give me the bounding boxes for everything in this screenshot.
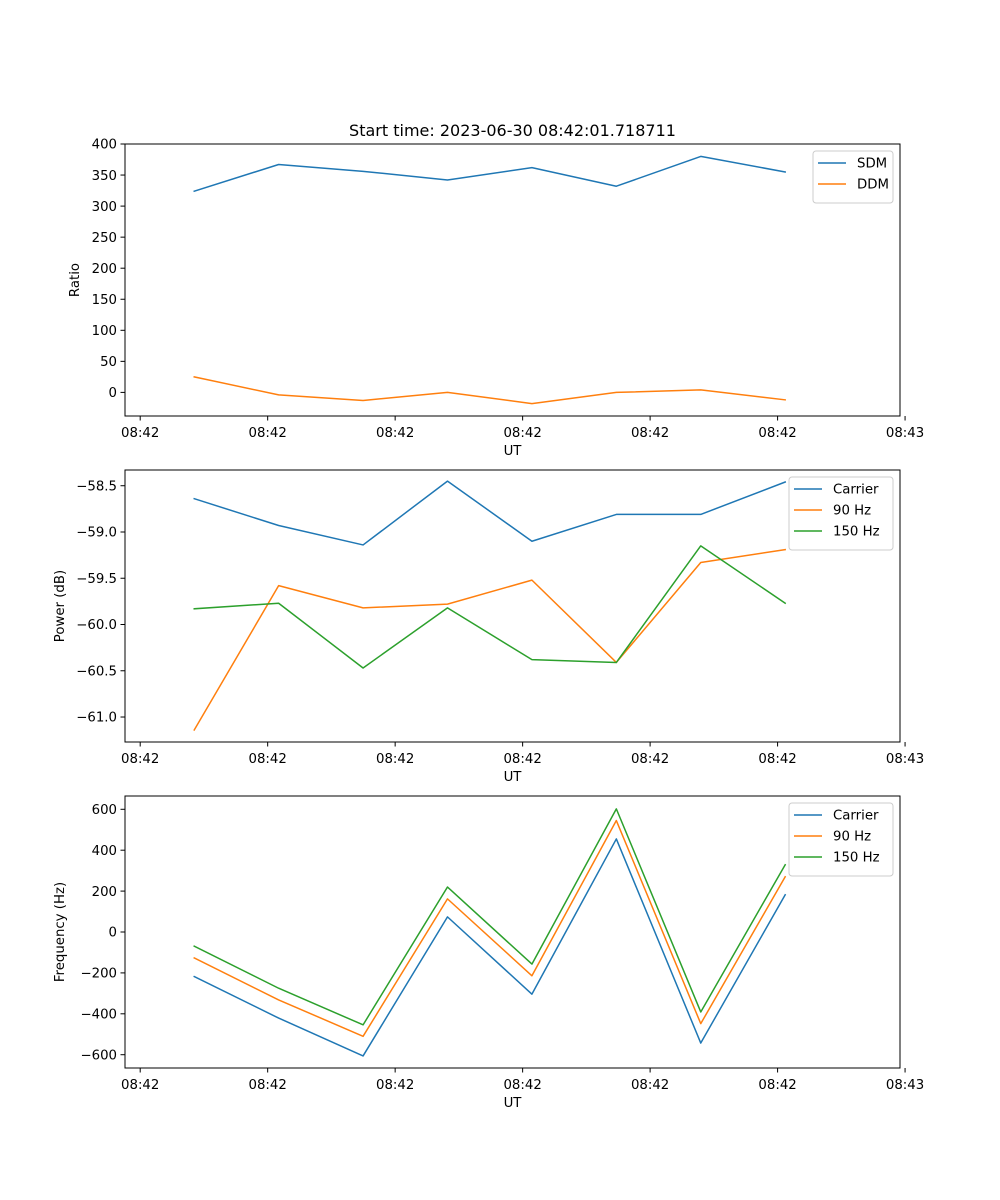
x-tick-label: 08:42 bbox=[758, 1078, 796, 1093]
y-axis-label: Frequency (Hz) bbox=[53, 882, 68, 982]
y-tick-label: 400 bbox=[92, 138, 117, 153]
y-tick-label: 350 bbox=[92, 169, 117, 184]
x-axis-label: UT bbox=[504, 770, 523, 785]
legend: SDM DDM bbox=[812, 150, 894, 204]
x-tick-label: 08:43 bbox=[886, 752, 924, 767]
series-line-150-hz bbox=[193, 545, 787, 669]
ratio-panel: 08:42 08:42 08:42 08:42 08:42 08:42 08:43 0 50 10… bbox=[68, 138, 924, 459]
x-tick-label: 08:42 bbox=[758, 752, 796, 767]
y-tick-label: −400 bbox=[80, 1008, 117, 1023]
y-tick-label: 250 bbox=[92, 231, 117, 246]
y-tick-label: 300 bbox=[92, 200, 117, 215]
x-tick-label: 08:42 bbox=[376, 426, 414, 441]
series-line-90-hz bbox=[193, 548, 787, 731]
series-line-carrier bbox=[193, 480, 787, 546]
x-tick-label: 08:42 bbox=[121, 752, 159, 767]
x-tick-label: 08:42 bbox=[503, 752, 541, 767]
series-line-150-hz bbox=[193, 808, 787, 1026]
y-tick-label: −200 bbox=[80, 967, 117, 982]
y-tick-label: 50 bbox=[100, 355, 117, 370]
x-tick-label: 08:42 bbox=[121, 426, 159, 441]
y-tick-label: −59.0 bbox=[76, 526, 117, 541]
y-tick-label: 200 bbox=[92, 885, 117, 900]
series-line-90-hz bbox=[193, 819, 787, 1038]
y-tick-label: 400 bbox=[92, 844, 117, 859]
y-tick-label: 150 bbox=[92, 293, 117, 308]
legend-entry: Carrier bbox=[833, 483, 879, 498]
x-tick-label: 08:42 bbox=[503, 426, 541, 441]
x-tick-label: 08:42 bbox=[758, 426, 796, 441]
x-tick-label: 08:42 bbox=[249, 752, 287, 767]
legend: Carrier 90 Hz 150 Hz bbox=[788, 802, 894, 877]
y-tick-label: 600 bbox=[92, 803, 117, 818]
series-line-carrier bbox=[193, 838, 787, 1057]
x-tick-label: 08:43 bbox=[886, 426, 924, 441]
legend-entry: 90 Hz bbox=[833, 504, 871, 519]
x-tick-label: 08:42 bbox=[503, 1078, 541, 1093]
legend-box bbox=[812, 150, 894, 204]
y-tick-label: 200 bbox=[92, 262, 117, 277]
y-axis-label: Power (dB) bbox=[53, 570, 68, 642]
y-tick-label: −59.5 bbox=[76, 572, 117, 587]
x-tick-label: 08:42 bbox=[249, 1078, 287, 1093]
x-tick-label: 08:42 bbox=[376, 1078, 414, 1093]
panels: 08:42 08:42 08:42 08:42 08:42 08:42 08:43 0 50 10… bbox=[53, 138, 924, 1111]
axes-frame bbox=[124, 143, 901, 417]
x-axis-label: UT bbox=[504, 444, 523, 459]
y-tick-label: 0 bbox=[109, 926, 117, 941]
legend-entry: DDM bbox=[857, 178, 889, 193]
legend-entry: SDM bbox=[857, 157, 887, 172]
y-tick-label: 100 bbox=[92, 324, 117, 339]
x-tick-label: 08:42 bbox=[249, 426, 287, 441]
y-tick-label: −600 bbox=[80, 1048, 117, 1063]
legend-entry: 90 Hz bbox=[833, 830, 871, 845]
figure-title: Start time: 2023-06-30 08:42:01.718711 bbox=[349, 121, 676, 140]
frequency-panel: 08:42 08:42 08:42 08:42 08:42 08:42 08:43 −600 −… bbox=[53, 795, 924, 1111]
x-tick-label: 08:43 bbox=[886, 1078, 924, 1093]
power-panel: 08:42 08:42 08:42 08:42 08:42 08:42 08:43 −61.0… bbox=[53, 469, 924, 785]
x-tick-label: 08:42 bbox=[631, 1078, 669, 1093]
axes-frame bbox=[124, 469, 901, 743]
legend: Carrier 90 Hz 150 Hz bbox=[788, 476, 894, 551]
legend-entry: 150 Hz bbox=[833, 851, 880, 866]
series-line-ddm bbox=[193, 375, 787, 405]
series-line-sdm bbox=[193, 155, 787, 193]
y-axis-label: Ratio bbox=[68, 263, 83, 297]
x-tick-label: 08:42 bbox=[376, 752, 414, 767]
y-tick-label: −58.5 bbox=[76, 479, 117, 494]
y-tick-label: −60.5 bbox=[76, 664, 117, 679]
legend-entry: Carrier bbox=[833, 809, 879, 824]
y-tick-label: −61.0 bbox=[76, 711, 117, 726]
legend-entry: 150 Hz bbox=[833, 525, 880, 540]
y-tick-label: 0 bbox=[109, 386, 117, 401]
y-tick-label: −60.0 bbox=[76, 618, 117, 633]
x-tick-label: 08:42 bbox=[121, 1078, 159, 1093]
x-tick-label: 08:42 bbox=[631, 426, 669, 441]
x-tick-label: 08:42 bbox=[631, 752, 669, 767]
x-axis-label: UT bbox=[504, 1096, 523, 1111]
